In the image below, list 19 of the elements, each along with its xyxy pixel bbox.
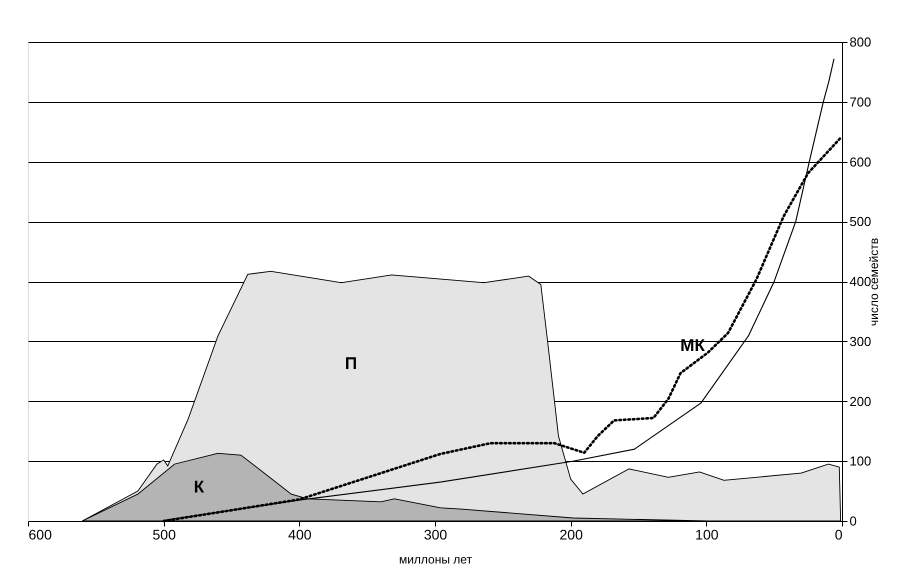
annotation: П (344, 354, 358, 373)
x-tick-label: 300 (424, 526, 448, 542)
y-tick-label: 100 (850, 454, 872, 469)
y-tick-label: 400 (850, 274, 872, 289)
y-tick-label: 700 (850, 94, 872, 110)
x-tick-label: 0 (834, 526, 843, 542)
x-tick-label: 600 (28, 526, 52, 542)
x-tick-label: 100 (695, 526, 719, 542)
x-tick-label: 500 (152, 526, 176, 542)
y-tick-label: 200 (850, 394, 872, 409)
x-tick-label: 200 (559, 526, 584, 542)
y-tick-label: 300 (850, 334, 872, 349)
y-tick-label: 0 (850, 514, 857, 528)
x-tick-label: 400 (288, 526, 312, 542)
y-tick-label: 800 (850, 34, 872, 50)
annotation: К (194, 477, 205, 496)
x-axis-title: миллоны лет (398, 552, 473, 566)
y-tick-label: 600 (850, 154, 872, 170)
y-tick-label: 500 (850, 214, 872, 230)
